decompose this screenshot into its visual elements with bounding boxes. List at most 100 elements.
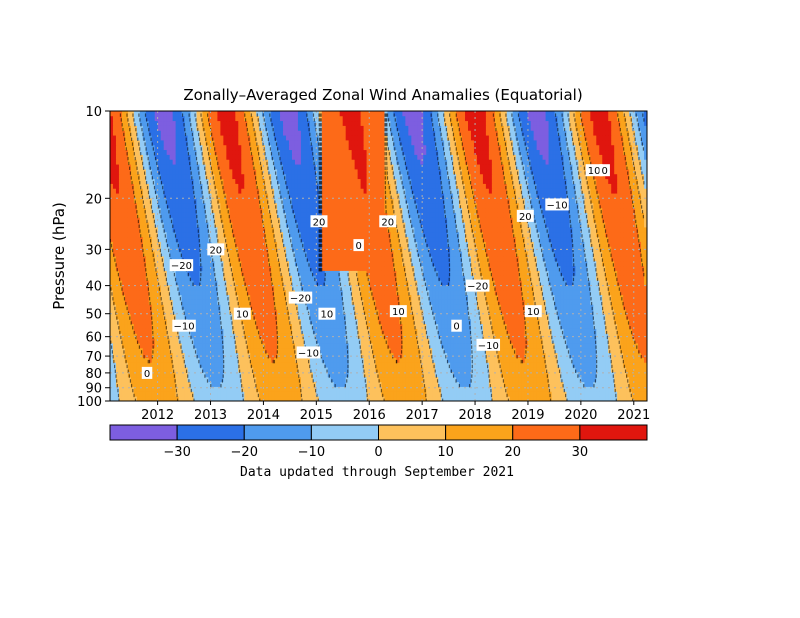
anomaly-cell [303,275,308,281]
anomaly-cell [327,285,332,291]
anomaly-cell [142,391,147,397]
anomaly-cell [485,294,490,300]
anomaly-cell [470,376,475,383]
anomaly-cell [166,343,171,349]
anomaly-cell [414,323,418,329]
anomaly-cell [142,323,147,329]
anomaly-cell [447,265,451,271]
anomaly-cell [184,391,188,397]
anomaly-cell [256,285,260,291]
anomaly-cell [444,285,448,291]
anomaly-cell [238,386,242,392]
anomaly-cell [220,323,224,329]
anomaly-cell [151,314,156,320]
anomaly-cell [390,343,394,349]
anomaly-cell [363,309,367,315]
anomaly-cell [354,299,359,305]
anomaly-cell [497,391,502,397]
anomaly-cell [339,318,344,325]
anomaly-cell [587,328,591,334]
anomaly-cell [175,270,180,276]
anomaly-cell [423,376,427,383]
anomaly-cell [303,328,308,334]
anomaly-cell [306,265,311,271]
anomaly-cell [184,304,188,310]
anomaly-cell [473,333,478,339]
anomaly-cell [118,318,123,325]
anomaly-cell [166,289,171,296]
anomaly-cell [444,294,448,300]
anomaly-cell [476,323,481,329]
anomaly-cell [581,304,585,310]
anomaly-cell [515,367,520,373]
anomaly-cell [274,299,278,305]
anomaly-cell [629,285,633,291]
anomaly-cell [456,294,460,300]
anomaly-cell [554,381,558,387]
anomaly-cell [423,333,427,339]
anomaly-cell [393,318,397,325]
anomaly-cell [309,367,314,373]
anomaly-cell [315,357,320,363]
anomaly-cell [644,357,647,363]
anomaly-cell [196,275,200,281]
anomaly-cell [277,314,281,320]
anomaly-cell [372,338,376,344]
anomaly-cell [289,338,293,344]
anomaly-cell [324,357,329,363]
anomaly-cell [572,304,576,310]
anomaly-cell [345,309,350,315]
anomaly-cell [124,323,129,329]
anomaly-cell [232,294,236,300]
anomaly-cell [238,323,242,329]
anomaly-cell [190,304,194,310]
anomaly-cell [223,391,227,397]
anomaly-cell [354,362,359,368]
anomaly-cell [223,357,227,363]
anomaly-cell [387,367,391,373]
anomaly-cell [429,289,433,296]
anomaly-cell [411,294,415,300]
anomaly-cell [265,314,269,320]
anomaly-cell [557,362,561,368]
anomaly-cell [247,362,251,368]
anomaly-cell [453,275,457,281]
anomaly-cell [438,372,442,378]
anomaly-cell [133,343,138,349]
anomaly-cell [172,280,177,286]
anomaly-cell [315,285,320,291]
anomaly-cell [127,396,132,401]
anomaly-cell [217,328,221,334]
anomaly-cell [539,391,543,397]
anomaly-cell [214,275,218,281]
anomaly-cell [110,357,114,363]
anomaly-cell [312,333,317,339]
anomaly-cell [408,357,412,363]
anomaly-cell [542,314,546,320]
anomaly-cell [456,381,460,387]
anomaly-cell [360,376,364,383]
anomaly-cell [459,265,463,271]
anomaly-cell [130,280,135,286]
anomaly-cell [491,275,496,281]
anomaly-cell [551,352,555,358]
anomaly-cell [536,376,540,383]
anomaly-cell [148,381,153,387]
anomaly-cell [509,367,514,373]
anomaly-cell [584,328,588,334]
anomaly-cell [333,376,338,383]
anomaly-cell [271,396,275,401]
anomaly-cell [235,280,239,286]
anomaly-cell [175,294,180,300]
anomaly-cell [124,265,129,271]
anomaly-cell [157,372,162,378]
anomaly-cell [405,343,409,349]
anomaly-cell [372,347,376,354]
anomaly-cell [515,309,520,315]
anomaly-cell [524,289,529,296]
anomaly-cell [518,386,523,392]
anomaly-cell [229,352,233,358]
anomaly-cell [327,265,332,271]
anomaly-cell [274,289,278,296]
